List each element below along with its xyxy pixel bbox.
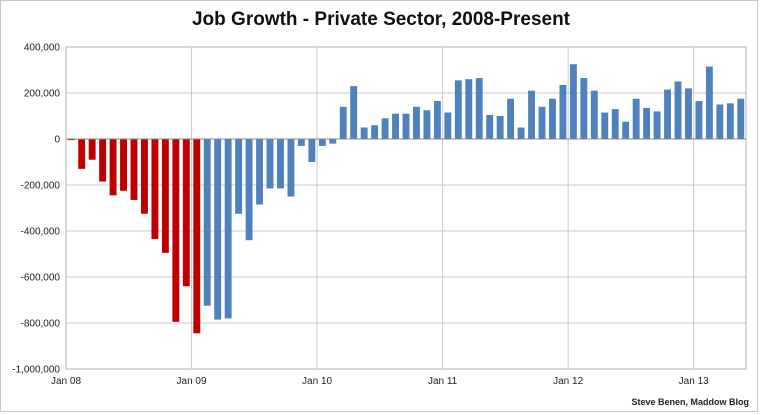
chart-credit: Steve Benen, Maddow Blog xyxy=(631,397,749,407)
bar xyxy=(350,86,358,139)
bar xyxy=(371,125,379,139)
bar xyxy=(182,139,190,287)
bar xyxy=(549,98,556,139)
y-tick-label: 200,000 xyxy=(24,89,61,100)
bar xyxy=(716,104,724,139)
bar xyxy=(632,98,640,139)
bar xyxy=(381,118,389,139)
bar xyxy=(329,139,337,144)
bar xyxy=(203,139,211,306)
bar xyxy=(538,106,546,139)
bar xyxy=(590,90,598,139)
x-tick-label: Jan 13 xyxy=(679,376,709,387)
y-tick-label: -800,000 xyxy=(21,319,61,330)
y-tick-label: 0 xyxy=(54,135,60,146)
bar xyxy=(120,139,127,191)
bar xyxy=(611,109,619,139)
bar xyxy=(161,139,169,253)
bar xyxy=(580,78,588,139)
chart-title: Job Growth - Private Sector, 2008-Presen… xyxy=(191,9,571,30)
bar xyxy=(705,66,713,139)
bar xyxy=(318,139,326,146)
bar xyxy=(664,89,671,139)
bar xyxy=(339,106,347,139)
bar xyxy=(685,88,692,139)
bar xyxy=(297,139,305,146)
bar xyxy=(172,139,180,322)
bar xyxy=(496,116,504,139)
x-tick-label: Jan 08 xyxy=(51,376,81,387)
bar xyxy=(465,79,473,139)
bar xyxy=(517,127,525,139)
bar xyxy=(737,98,745,139)
y-tick-label: -400,000 xyxy=(21,227,61,238)
bar xyxy=(486,114,494,139)
bar xyxy=(109,139,117,196)
bar xyxy=(601,112,609,139)
bar xyxy=(360,127,368,139)
x-tick-label: Jan 10 xyxy=(302,376,332,387)
bar xyxy=(88,139,96,160)
bar xyxy=(235,139,243,214)
bar xyxy=(653,111,661,139)
bar xyxy=(454,80,462,139)
bar xyxy=(256,139,263,205)
bar xyxy=(141,139,148,214)
bar xyxy=(413,106,420,139)
bar xyxy=(726,103,734,139)
bar xyxy=(402,113,410,139)
bar xyxy=(224,139,232,319)
bar xyxy=(151,139,159,240)
bar xyxy=(444,112,452,139)
bar xyxy=(507,98,515,139)
x-tick-label: Jan 12 xyxy=(553,376,583,387)
bar xyxy=(78,139,86,169)
bar xyxy=(423,110,431,139)
bar xyxy=(130,139,138,200)
bar xyxy=(277,139,284,189)
plot-area xyxy=(65,46,747,370)
bar xyxy=(287,139,295,197)
bar xyxy=(266,139,274,189)
bar xyxy=(245,139,253,241)
y-tick-label: -600,000 xyxy=(21,273,61,284)
y-tick-label: -200,000 xyxy=(21,181,61,192)
x-tick-label: Jan 11 xyxy=(428,376,458,387)
x-tick-label: Jan 09 xyxy=(177,376,207,387)
bar xyxy=(433,101,441,139)
bar xyxy=(528,90,535,139)
bar xyxy=(193,139,201,334)
y-tick-label: 400,000 xyxy=(24,43,61,54)
bar xyxy=(67,139,75,141)
bar xyxy=(622,121,630,139)
bar xyxy=(308,139,316,162)
bar xyxy=(475,78,483,139)
bar xyxy=(99,139,107,182)
bar xyxy=(214,139,222,320)
bar xyxy=(392,113,399,139)
bar xyxy=(695,101,703,139)
bar xyxy=(559,84,567,139)
bar xyxy=(643,107,651,139)
y-tick-label: -1,000,000 xyxy=(12,365,60,376)
bar xyxy=(569,64,577,139)
bar xyxy=(674,81,682,139)
